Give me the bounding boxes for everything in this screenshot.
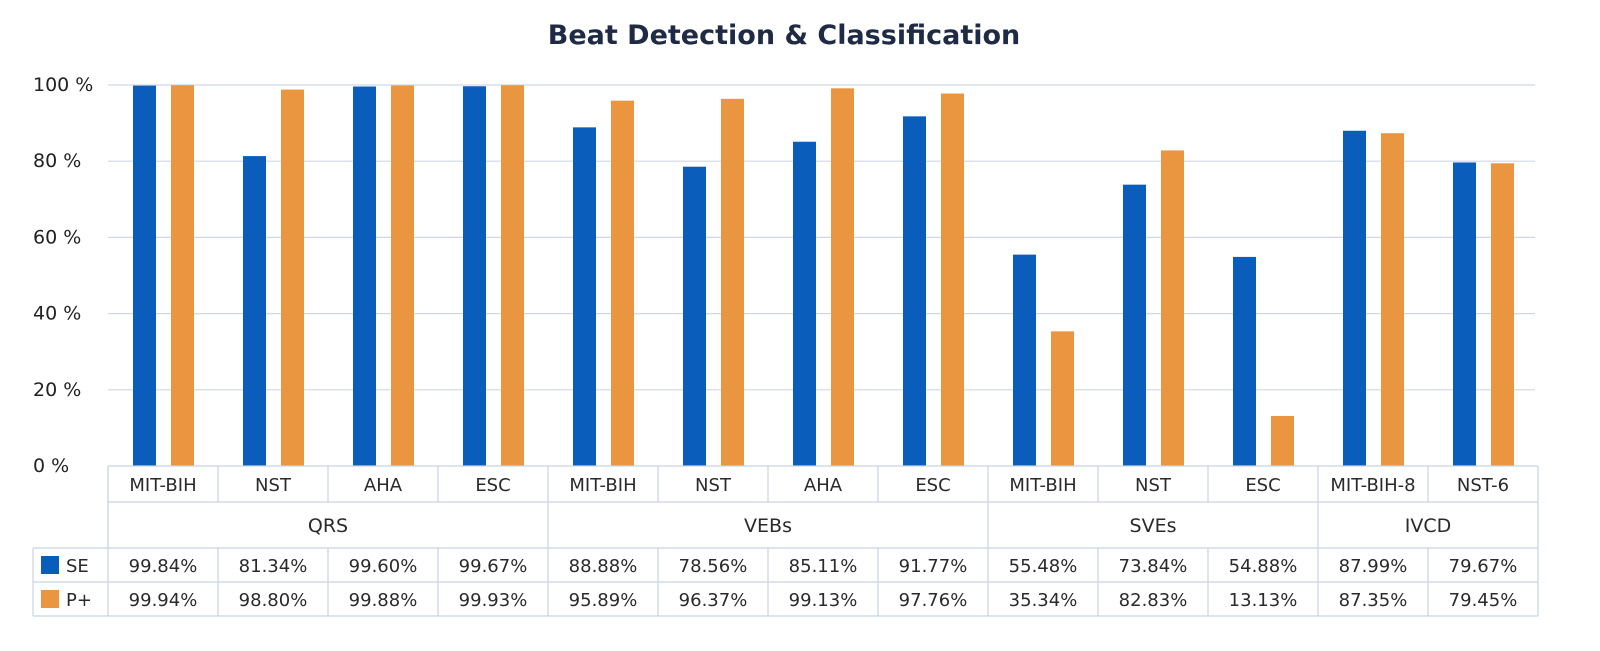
- data-label: 91.77%: [899, 556, 968, 577]
- category-label: ESC: [1245, 475, 1280, 496]
- y-tick-label: 80 %: [33, 150, 81, 172]
- bar-se: [1123, 184, 1146, 466]
- bar-pplus: [831, 88, 854, 466]
- legend-swatch: [41, 556, 59, 574]
- data-label: 73.84%: [1119, 556, 1188, 577]
- bar-se: [353, 86, 376, 467]
- category-label: NST: [255, 475, 292, 496]
- category-label: NST-6: [1457, 475, 1509, 496]
- bar-pplus: [721, 98, 744, 467]
- y-tick-label: 40 %: [33, 303, 81, 325]
- data-label: 99.93%: [459, 590, 528, 611]
- bar-pplus: [171, 85, 194, 466]
- category-label: ESC: [475, 475, 510, 496]
- data-label: 99.67%: [459, 556, 528, 577]
- y-axis-ticks: 0 % 20 % 40 % 60 % 80 % 100 %: [33, 74, 93, 477]
- bar-se: [243, 156, 266, 466]
- bar-se: [903, 116, 926, 467]
- bar-pplus: [1161, 150, 1184, 466]
- data-label: 96.37%: [679, 590, 748, 611]
- data-label: 55.48%: [1009, 556, 1078, 577]
- data-label: 13.13%: [1229, 590, 1298, 611]
- bar-se: [463, 86, 486, 467]
- bar-pplus: [281, 89, 304, 467]
- bar-se: [683, 166, 706, 466]
- group-label: QRS: [308, 515, 348, 537]
- data-label: 97.76%: [899, 590, 968, 611]
- bar-pplus: [391, 85, 414, 466]
- data-label: 99.84%: [129, 556, 198, 577]
- y-tick-label: 0 %: [33, 455, 69, 477]
- group-label: SVEs: [1130, 515, 1177, 537]
- data-label: 87.99%: [1339, 556, 1408, 577]
- bar-se: [573, 127, 596, 467]
- category-label: NST: [695, 475, 732, 496]
- bar-se: [793, 141, 816, 466]
- data-label: 88.88%: [569, 556, 638, 577]
- y-tick-label: 20 %: [33, 379, 81, 401]
- legend-label: P+: [66, 590, 92, 611]
- data-label: 82.83%: [1119, 590, 1188, 611]
- data-label: 98.80%: [239, 590, 308, 611]
- data-label: 54.88%: [1229, 556, 1298, 577]
- category-label: ESC: [915, 475, 950, 496]
- category-label: MIT-BIH: [129, 475, 196, 496]
- category-label: MIT-BIH: [1009, 475, 1076, 496]
- bar-pplus: [611, 100, 634, 466]
- data-label: 87.35%: [1339, 590, 1408, 611]
- category-label: NST: [1135, 475, 1172, 496]
- legend-label: SE: [66, 556, 89, 577]
- chart-title: Beat Detection & Classification: [548, 20, 1021, 51]
- data-table: MIT-BIH NST AHA ESC MIT-BIH NST AHA ESC MIT-BIH N…: [32, 465, 1539, 617]
- group-label: IVCD: [1405, 515, 1452, 537]
- data-label: 99.88%: [349, 590, 418, 611]
- data-label: 79.67%: [1449, 556, 1518, 577]
- category-label: AHA: [364, 475, 403, 496]
- y-tick-label: 60 %: [33, 226, 81, 248]
- data-label: 99.94%: [129, 590, 198, 611]
- bars: [133, 85, 1514, 467]
- bar-pplus: [1491, 163, 1514, 466]
- data-label: 35.34%: [1009, 590, 1078, 611]
- y-tick-label: 100 %: [33, 74, 93, 96]
- category-label: MIT-BIH: [569, 475, 636, 496]
- data-label: 99.13%: [789, 590, 858, 611]
- bar-pplus: [1271, 415, 1294, 466]
- bar-pplus: [1381, 133, 1404, 466]
- data-label: 99.60%: [349, 556, 418, 577]
- grid-lines: [108, 84, 1535, 391]
- bar-se: [1343, 130, 1366, 466]
- group-label: VEBs: [744, 515, 792, 537]
- data-label: 79.45%: [1449, 590, 1518, 611]
- bar-pplus: [941, 93, 964, 467]
- data-label: 85.11%: [789, 556, 858, 577]
- bar-se: [1453, 162, 1476, 466]
- data-label: 95.89%: [569, 590, 638, 611]
- bar-se: [133, 85, 156, 467]
- bar-pplus: [1051, 331, 1074, 466]
- category-label: AHA: [804, 475, 843, 496]
- category-label: MIT-BIH-8: [1330, 475, 1415, 496]
- legend-swatch: [41, 590, 59, 608]
- data-label: 81.34%: [239, 556, 308, 577]
- bar-se: [1013, 254, 1036, 466]
- bar-pplus: [501, 85, 524, 467]
- bar-se: [1233, 256, 1256, 466]
- data-label: 78.56%: [679, 556, 748, 577]
